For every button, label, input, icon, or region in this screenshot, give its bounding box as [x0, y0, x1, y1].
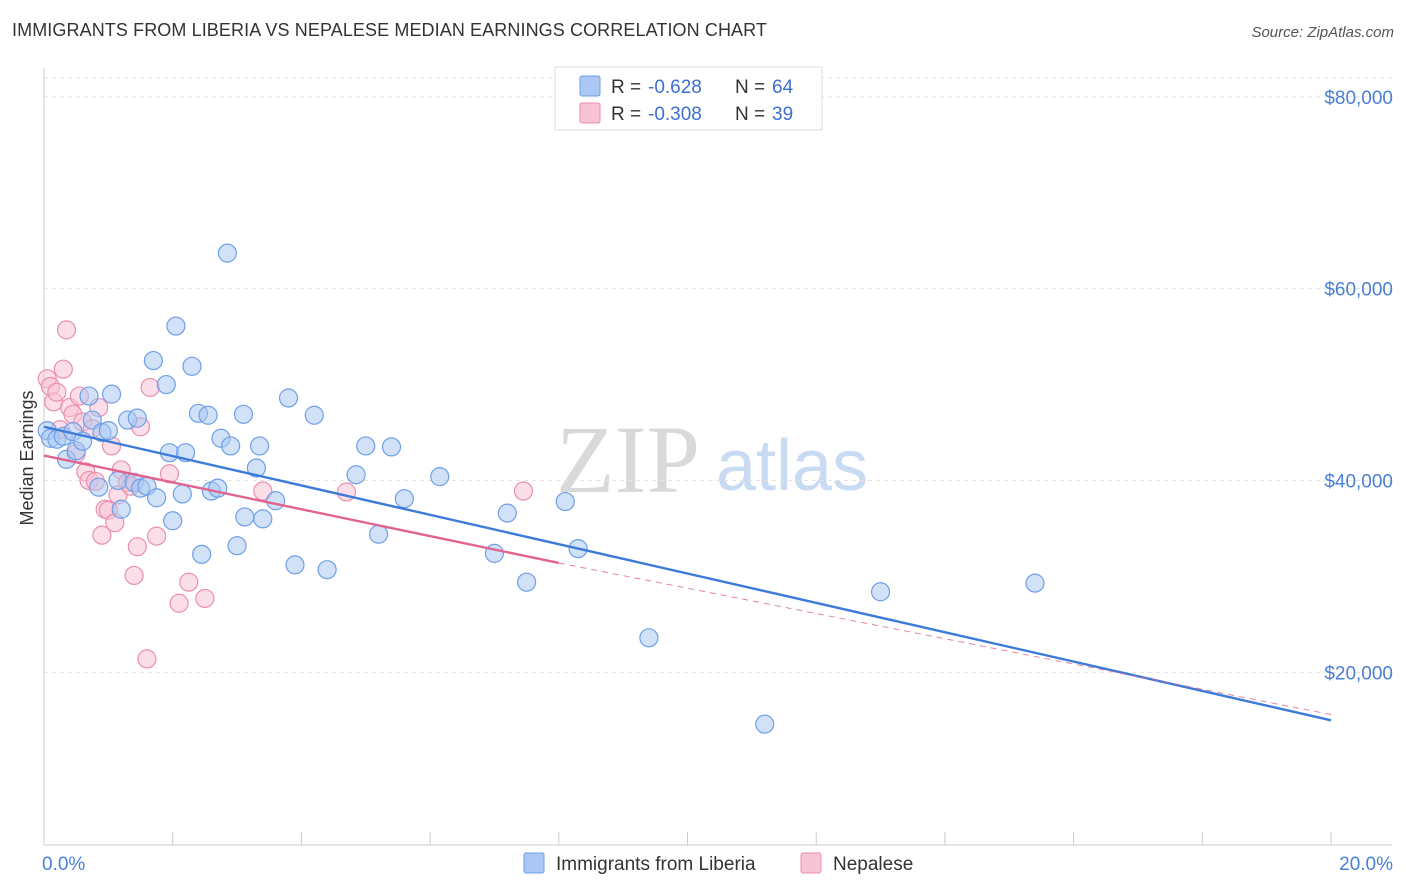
legend-swatch-liberia: [579, 75, 601, 97]
liberia-point: [249, 436, 270, 456]
nepalese-point: [513, 481, 534, 501]
y-tick-label: $20,000: [1324, 663, 1393, 684]
x-tick-marks: [43, 832, 1332, 845]
liberia-point: [755, 714, 775, 734]
liberia-point: [430, 467, 450, 487]
liberia-point: [346, 465, 366, 485]
nepalese-point: [179, 572, 199, 592]
liberia-point: [233, 404, 254, 424]
bottom-legend-label-liberia: Immigrants from Liberia: [556, 854, 756, 875]
nepalese-point: [92, 525, 112, 545]
bottom-legend-swatch-liberia: [523, 852, 545, 874]
legend-n-value-nepalese: 39: [772, 104, 793, 125]
liberia-point: [317, 560, 337, 580]
trend-line-liberia: [43, 425, 1332, 722]
trend-line-nepalese: [43, 454, 560, 565]
nepalese-point: [137, 649, 157, 669]
liberia-point: [79, 386, 99, 406]
y-axis-label: Median Earnings: [17, 390, 37, 525]
liberia-point: [235, 507, 255, 527]
liberia-point: [198, 405, 218, 425]
trend-line-nepalese-extension: [558, 562, 1332, 716]
liberia-point: [381, 437, 402, 457]
bottom-legend: Immigrants from Liberia Nepalese: [523, 852, 913, 875]
liberia-point: [517, 572, 537, 592]
liberia-point: [143, 350, 163, 371]
legend-n-value-liberia: 64: [772, 77, 794, 98]
legend-r-label-nepalese: R =: [611, 104, 641, 125]
y-tick-label: $60,000: [1324, 280, 1393, 301]
liberia-point: [639, 628, 659, 648]
liberia-point: [1025, 573, 1045, 593]
liberia-point: [246, 458, 266, 478]
liberia-point: [127, 408, 147, 428]
liberia-point: [227, 536, 247, 556]
source-label: Source: ZipAtlas.com: [1251, 24, 1394, 41]
y-tick-label: $40,000: [1324, 471, 1393, 492]
gridlines: [44, 77, 1392, 673]
liberia-point: [172, 484, 192, 504]
legend-r-value-liberia: -0.628: [648, 77, 702, 98]
nepalese-point: [47, 382, 67, 402]
liberia-point: [98, 421, 118, 441]
x-tick-label-max: 20.0%: [1339, 854, 1393, 875]
y-tick-labels: $20,000 $40,000 $60,000 $80,000: [1324, 88, 1393, 685]
legend-box: R = -0.628 N = 64 R = -0.308 N = 39: [554, 66, 823, 131]
series-nepalese: [37, 320, 534, 669]
legend-n-label-liberia: N =: [735, 77, 765, 98]
nepalese-point: [127, 537, 147, 557]
nepalese-point: [195, 588, 215, 609]
watermark-atlas: atlas: [716, 426, 868, 506]
liberia-point: [163, 511, 183, 531]
watermark-zip: ZIP: [556, 406, 700, 513]
bottom-legend-label-nepalese: Nepalese: [833, 854, 913, 875]
legend-r-value-nepalese: -0.308: [648, 104, 702, 125]
nepalese-point: [140, 377, 160, 398]
liberia-point: [497, 503, 517, 523]
trend-lines: [43, 425, 1332, 722]
liberia-point: [555, 491, 575, 512]
nepalese-point: [56, 320, 77, 340]
x-tick-label-min: 0.0%: [42, 854, 85, 875]
nepalese-point: [169, 593, 189, 613]
liberia-point: [147, 488, 167, 508]
bottom-legend-swatch-nepalese: [800, 852, 822, 874]
nepalese-point: [53, 359, 73, 379]
legend-n-label-nepalese: N =: [735, 104, 765, 125]
liberia-point: [192, 544, 212, 564]
liberia-point: [156, 374, 176, 395]
liberia-point: [208, 478, 228, 498]
liberia-point: [285, 555, 305, 575]
legend-r-label-liberia: R =: [611, 77, 641, 98]
liberia-point: [101, 384, 122, 404]
liberia-point: [221, 436, 241, 456]
liberia-point: [182, 356, 202, 376]
series-liberia: [37, 243, 1045, 734]
liberia-point: [159, 443, 180, 463]
liberia-point: [166, 316, 186, 336]
liberia-point: [278, 388, 299, 408]
liberia-point: [266, 491, 286, 511]
liberia-point: [394, 489, 414, 509]
chart-title: IMMIGRANTS FROM LIBERIA VS NEPALESE MEDI…: [12, 20, 768, 40]
liberia-point: [304, 405, 324, 425]
liberia-point: [356, 436, 376, 456]
liberia-point: [89, 477, 109, 497]
liberia-point: [108, 470, 128, 491]
liberia-point: [111, 499, 131, 519]
liberia-point: [217, 243, 237, 263]
y-tick-label: $80,000: [1324, 88, 1393, 109]
legend-swatch-nepalese: [579, 102, 601, 124]
liberia-point: [253, 509, 273, 529]
nepalese-point: [124, 565, 144, 586]
liberia-point: [870, 582, 891, 602]
nepalese-point: [147, 526, 167, 546]
